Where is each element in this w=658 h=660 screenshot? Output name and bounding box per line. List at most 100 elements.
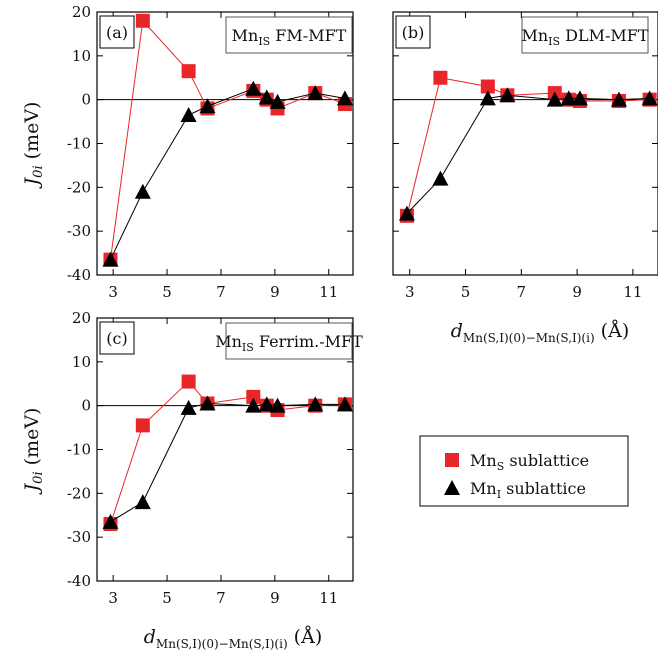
y-label-sub: 0i xyxy=(31,471,46,483)
legend-entry: MnS​ sublattice xyxy=(445,451,589,473)
y-tick-label: -10 xyxy=(67,135,91,153)
triangle-marker xyxy=(180,107,197,123)
title-box xyxy=(521,16,649,54)
legend: MnS​ sublattice MnI​ sublattice xyxy=(419,435,629,507)
legend-label: MnS​ sublattice xyxy=(470,451,589,473)
y-label-sub: 0i xyxy=(31,165,46,177)
panel-label-box xyxy=(99,15,135,49)
y-label-unit: (meV) xyxy=(21,408,43,472)
y-label-unit: (meV) xyxy=(21,102,43,166)
x-tick-label: 5 xyxy=(461,283,471,301)
y-tick-label: -40 xyxy=(67,266,91,284)
label-subscript: I xyxy=(497,488,501,501)
series-line xyxy=(406,94,650,214)
triangle-marker xyxy=(258,89,275,105)
x-tick-label: 7 xyxy=(517,283,527,301)
triangle-marker xyxy=(479,90,496,106)
square-marker xyxy=(445,453,459,467)
y-tick-label: 0 xyxy=(81,397,91,415)
triangle-marker xyxy=(571,90,588,106)
label-subscript: IS xyxy=(242,341,254,354)
x-tick-label: 11 xyxy=(319,589,338,607)
y-tick-label: 10 xyxy=(72,353,91,371)
triangle-marker xyxy=(398,205,415,221)
y-label-j: J xyxy=(21,176,43,189)
triangle-marker xyxy=(134,494,151,510)
label-text: sublattice xyxy=(504,451,589,470)
triangle-marker xyxy=(610,91,627,107)
x-label-unit: (Å) xyxy=(595,320,630,342)
triangle-marker xyxy=(336,90,353,106)
panel-title: MnIS​ DLM-MFT xyxy=(521,26,648,48)
y-tick-label: 20 xyxy=(72,309,91,327)
square-marker xyxy=(480,79,495,94)
square-marker xyxy=(181,64,196,79)
label-text: sublattice xyxy=(501,479,586,498)
triangle-marker xyxy=(245,80,262,96)
triangle-marker xyxy=(336,396,353,412)
y-tick-label: -20 xyxy=(67,178,91,196)
x-tick-label: 9 xyxy=(270,589,280,607)
legend-label: MnI​ sublattice xyxy=(470,479,586,501)
series-mn-i xyxy=(398,87,658,221)
square-marker xyxy=(181,374,196,389)
triangle-marker xyxy=(258,396,275,412)
x-tick-label: 3 xyxy=(405,283,415,301)
y-tick-label: 0 xyxy=(81,91,91,109)
x-label-unit: (Å) xyxy=(288,626,323,648)
title-box xyxy=(225,322,353,360)
x-tick-label: 3 xyxy=(108,283,118,301)
x-tick-label: 5 xyxy=(162,283,172,301)
panel-label: (b) xyxy=(402,23,425,42)
triangle-marker xyxy=(641,90,658,106)
triangle-marker xyxy=(269,397,286,413)
square-marker xyxy=(246,389,261,404)
panel-frame xyxy=(96,317,354,582)
series-mn-i xyxy=(102,80,353,267)
label-text: FM-MFT xyxy=(270,26,346,45)
series-mn-i xyxy=(102,395,353,529)
triangle-marker xyxy=(307,396,324,412)
label-text: Mn xyxy=(232,26,259,45)
x-label-d: d xyxy=(144,626,156,648)
label-text: Mn xyxy=(215,332,242,351)
x-label-sub: Mn(S,I)(0)−Mn(S,I)(i) xyxy=(156,637,288,651)
triangle-marker xyxy=(546,91,563,107)
x-label-sub: Mn(S,I)(0)−Mn(S,I)(i) xyxy=(463,331,595,345)
y-tick-label: -30 xyxy=(67,528,91,546)
y-label-j: J xyxy=(21,482,43,495)
triangle-marker xyxy=(180,399,197,415)
series-line xyxy=(109,19,346,260)
panel-2: 3 5 7 9 11 (b) MnIS​ DLM-MFT dMn(S,I)(0)−Mn(S,I… xyxy=(392,11,658,345)
triangle-marker xyxy=(134,183,151,199)
legend-entry: MnI​ sublattice xyxy=(444,479,586,501)
x-tick-label: 11 xyxy=(623,283,642,301)
label-subscript: S xyxy=(497,460,505,473)
panel-title: MnIS​ Ferrim.-MFT xyxy=(215,332,363,354)
panel-frame xyxy=(96,11,354,276)
y-tick-label: -40 xyxy=(67,572,91,590)
title-box xyxy=(225,16,353,54)
x-axis-label: dMn(S,I)(0)−Mn(S,I)(i) (Å) xyxy=(451,320,629,345)
x-tick-label: 9 xyxy=(572,283,582,301)
triangle-marker xyxy=(199,98,216,114)
triangle-marker xyxy=(102,513,119,529)
x-tick-label: 7 xyxy=(216,283,226,301)
label-subscript: IS xyxy=(548,35,560,48)
triangle-marker xyxy=(307,85,324,101)
panel-label-box xyxy=(395,15,431,49)
panel-label-box xyxy=(99,321,135,355)
label-text: Mn xyxy=(470,451,497,470)
x-tick-label: 7 xyxy=(216,589,226,607)
triangle-marker xyxy=(269,93,286,109)
panel-label: (a) xyxy=(106,23,128,42)
square-marker xyxy=(135,13,150,28)
y-tick-label: -20 xyxy=(67,484,91,502)
y-axis-label: J0i (meV) xyxy=(21,408,46,496)
x-axis-label: dMn(S,I)(0)−Mn(S,I)(i) (Å) xyxy=(144,626,322,651)
y-tick-label: -30 xyxy=(67,222,91,240)
label-text: Mn xyxy=(521,26,548,45)
label-text: DLM-MFT xyxy=(560,26,649,45)
triangle-marker xyxy=(560,90,577,106)
